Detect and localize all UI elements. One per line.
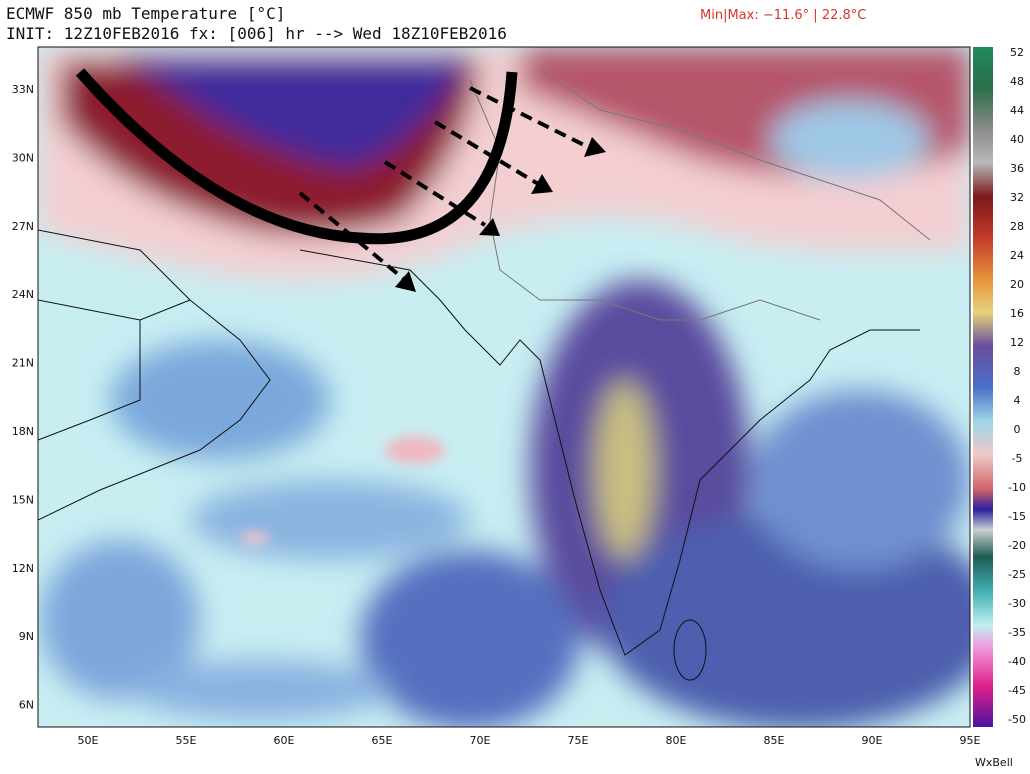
colorbar-label: 12 <box>1010 336 1024 349</box>
colorbar-label: 4 <box>1014 394 1021 407</box>
colorbar-label: -50 <box>1008 713 1026 726</box>
lon-label: 50E <box>78 734 99 747</box>
colorbar-label: -20 <box>1008 539 1026 552</box>
init-line: INIT: 12Z10FEB2016 fx: [006] hr --> Wed … <box>6 24 507 43</box>
lon-label: 65E <box>372 734 393 747</box>
colorbar-label: -5 <box>1012 452 1023 465</box>
colorbar-label: 24 <box>1010 249 1024 262</box>
colorbar <box>973 47 993 727</box>
colorbar-label: 28 <box>1010 220 1024 233</box>
colorbar-label: 44 <box>1010 104 1024 117</box>
lat-label: 27N <box>12 220 34 233</box>
lon-label: 80E <box>666 734 687 747</box>
colorbar-label: -35 <box>1008 626 1026 639</box>
lon-label: 75E <box>568 734 589 747</box>
lat-label: 24N <box>12 288 34 301</box>
colorbar-label: -10 <box>1008 481 1026 494</box>
lat-label: 9N <box>19 630 34 643</box>
brand: WxBell <box>975 756 1013 769</box>
map-frame <box>37 46 971 728</box>
lat-label: 21N <box>12 357 34 370</box>
colorbar-label: -45 <box>1008 684 1026 697</box>
lat-label: 33N <box>12 83 34 96</box>
map-title: ECMWF 850 mb Temperature [°C] <box>6 4 286 23</box>
lat-label: 18N <box>12 425 34 438</box>
colorbar-label: 40 <box>1010 133 1024 146</box>
colorbar-label: -40 <box>1008 655 1026 668</box>
map-field <box>38 47 970 727</box>
lon-label: 60E <box>274 734 295 747</box>
lon-label: 95E <box>960 734 981 747</box>
lon-label: 90E <box>862 734 883 747</box>
colorbar-label: 20 <box>1010 278 1024 291</box>
colorbar-label: 8 <box>1014 365 1021 378</box>
lat-label: 12N <box>12 562 34 575</box>
colorbar-label: -30 <box>1008 597 1026 610</box>
lat-label: 15N <box>12 493 34 506</box>
colorbar-label: 52 <box>1010 46 1024 59</box>
colorbar-label: -25 <box>1008 568 1026 581</box>
lat-label: 30N <box>12 151 34 164</box>
lon-label: 55E <box>176 734 197 747</box>
colorbar-label: 36 <box>1010 162 1024 175</box>
lon-label: 70E <box>470 734 491 747</box>
lat-label: 6N <box>19 699 34 712</box>
colorbar-label: 16 <box>1010 307 1024 320</box>
colorbar-label: 48 <box>1010 75 1024 88</box>
colorbar-label: -15 <box>1008 510 1026 523</box>
lon-label: 85E <box>764 734 785 747</box>
colorbar-label: 0 <box>1014 423 1021 436</box>
colorbar-label: 32 <box>1010 191 1024 204</box>
min-max: Min|Max: −11.6° | 22.8°C <box>700 8 867 23</box>
